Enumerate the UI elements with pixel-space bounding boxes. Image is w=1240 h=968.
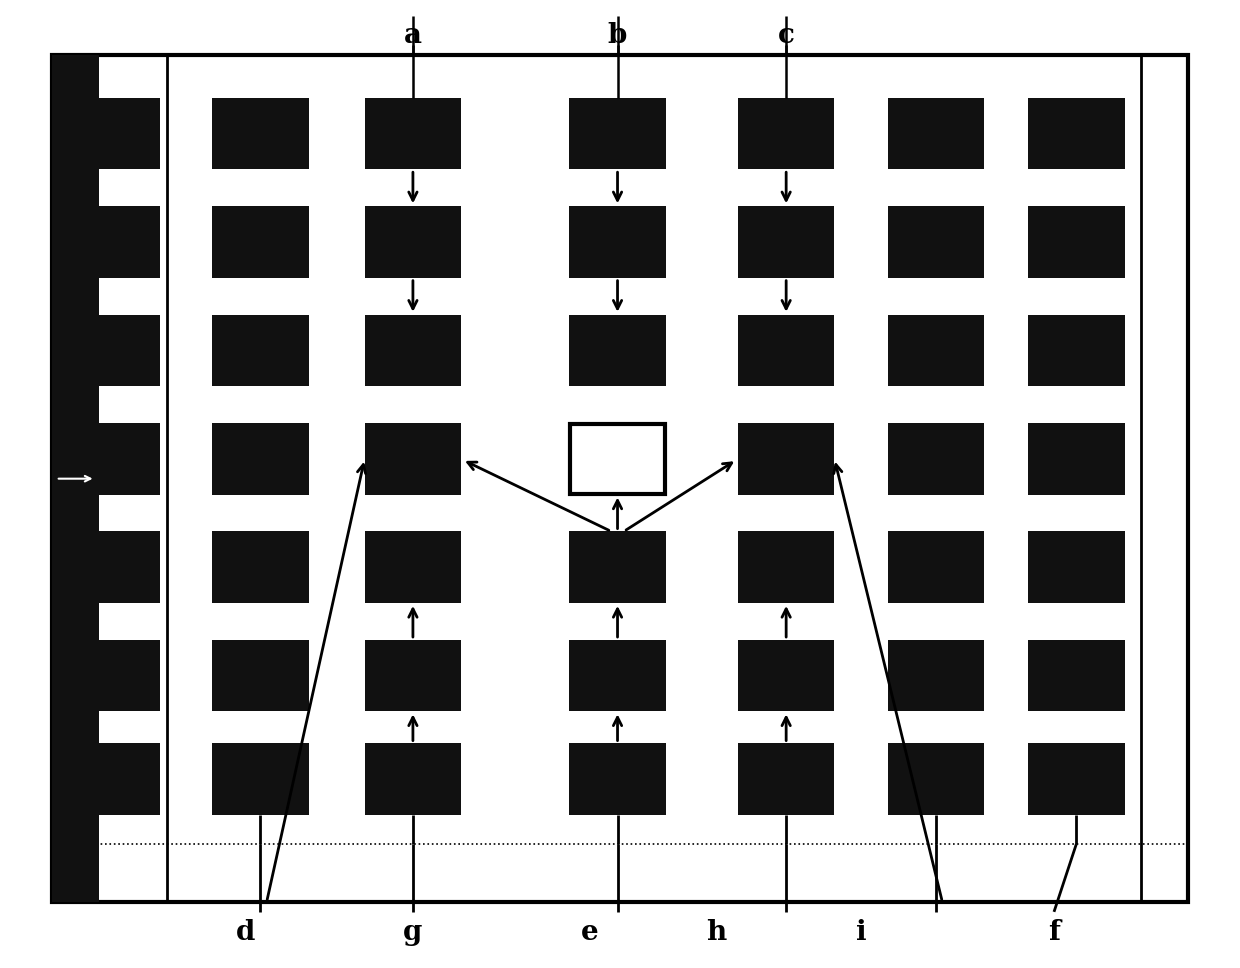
Bar: [365, 743, 461, 815]
Bar: [569, 315, 666, 386]
Bar: [738, 315, 835, 386]
Text: a: a: [404, 22, 422, 49]
Bar: [63, 206, 160, 278]
Text: c: c: [777, 22, 795, 49]
Bar: [738, 206, 835, 278]
Bar: [212, 743, 309, 815]
Bar: [212, 315, 309, 386]
Bar: [1028, 98, 1125, 169]
Bar: [888, 315, 985, 386]
Bar: [212, 531, 309, 603]
Bar: [888, 531, 985, 603]
Bar: [570, 424, 665, 494]
Bar: [569, 640, 666, 711]
Bar: [738, 98, 835, 169]
Bar: [1028, 640, 1125, 711]
Bar: [63, 531, 160, 603]
Bar: [738, 423, 835, 495]
Bar: [1028, 315, 1125, 386]
Bar: [212, 423, 309, 495]
Bar: [738, 640, 835, 711]
Bar: [1028, 423, 1125, 495]
Bar: [365, 206, 461, 278]
Text: g: g: [403, 919, 423, 946]
Bar: [365, 423, 461, 495]
Bar: [569, 531, 666, 603]
Bar: [738, 531, 835, 603]
Bar: [888, 640, 985, 711]
Bar: [1028, 206, 1125, 278]
Text: b: b: [608, 22, 627, 49]
Text: i: i: [857, 919, 867, 946]
Bar: [212, 640, 309, 711]
Bar: [63, 315, 160, 386]
Bar: [63, 423, 160, 495]
Bar: [63, 743, 160, 815]
Bar: [1028, 743, 1125, 815]
Bar: [888, 98, 985, 169]
Bar: [212, 206, 309, 278]
Bar: [569, 743, 666, 815]
Bar: [1028, 531, 1125, 603]
Bar: [365, 531, 461, 603]
Text: e: e: [582, 919, 599, 946]
Bar: [52, 55, 99, 902]
Bar: [888, 423, 985, 495]
Bar: [212, 98, 309, 169]
Bar: [365, 640, 461, 711]
Bar: [63, 98, 160, 169]
Bar: [888, 206, 985, 278]
Bar: [365, 315, 461, 386]
Bar: [738, 743, 835, 815]
Bar: [569, 206, 666, 278]
Bar: [63, 640, 160, 711]
Text: f: f: [1048, 919, 1060, 946]
Text: d: d: [236, 919, 255, 946]
Bar: [365, 98, 461, 169]
Bar: [888, 743, 985, 815]
Bar: [569, 98, 666, 169]
Bar: [52, 55, 1188, 902]
Text: h: h: [707, 919, 727, 946]
